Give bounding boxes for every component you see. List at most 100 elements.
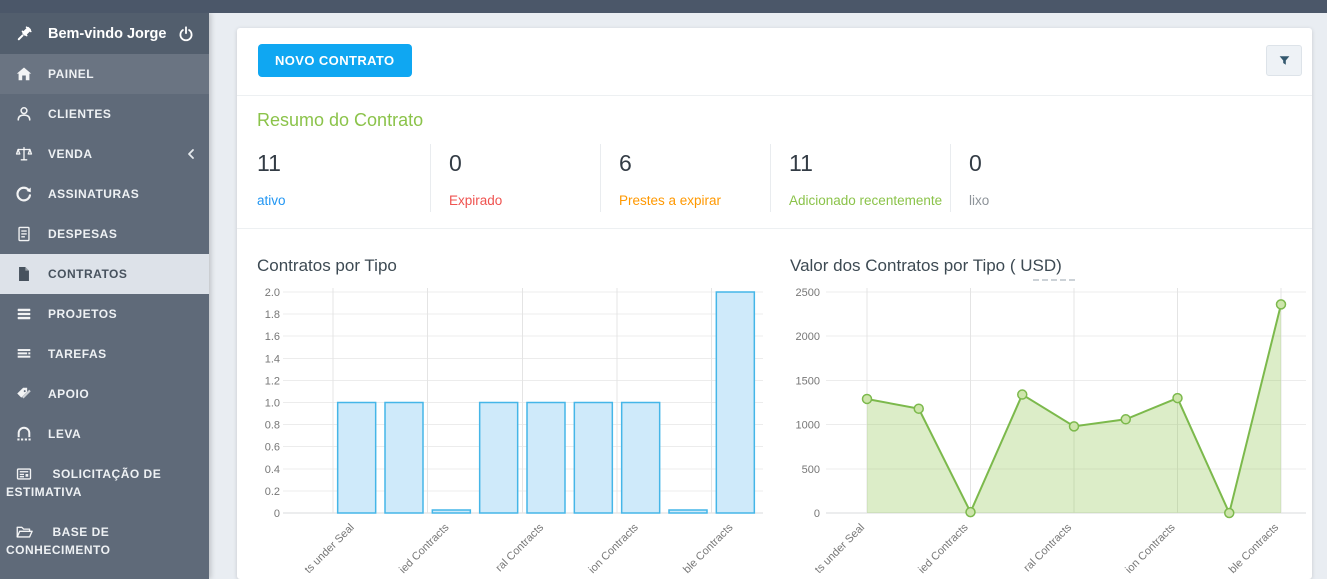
toolbar-divider (237, 95, 1312, 96)
svg-text:1000: 1000 (796, 420, 820, 432)
sidebar-item-label: PAINEL (48, 67, 95, 81)
sidebar-header: Bem-vindo Jorge (0, 13, 209, 54)
svg-text:ion Contracts: ion Contracts (586, 521, 641, 576)
contracts-by-type-chart: Contratos por Tipo 2.0 1.8 1.6 1.4 1.2 1.0 0.8… (257, 255, 777, 579)
svg-text:0: 0 (274, 508, 280, 520)
stat-value: 0 (969, 150, 982, 176)
tasks-list-icon (15, 345, 33, 363)
svg-text:0.4: 0.4 (265, 464, 280, 476)
svg-text:1.4: 1.4 (265, 353, 280, 365)
svg-text:ral Contracts: ral Contracts (1022, 521, 1075, 574)
svg-text:ied Contracts: ied Contracts (916, 521, 971, 576)
sidebar-item-painel[interactable]: PAINEL (0, 54, 209, 94)
filter-button[interactable] (1266, 45, 1302, 76)
welcome-text: Bem-vindo Jorge (48, 25, 167, 42)
funnel-icon (1278, 54, 1291, 67)
sidebar-item-base-de-conhecimento[interactable]: BASE DE CONHECIMENTO (0, 512, 209, 570)
sidebar-item-label: SOLICITAÇÃO DE ESTIMATIVA (6, 467, 162, 500)
stat-active: 11 ativo (237, 144, 430, 212)
svg-text:1.0: 1.0 (265, 398, 280, 410)
svg-text:ral Contracts: ral Contracts (494, 521, 547, 574)
sidebar-item-contratos[interactable]: CONTRATOS (0, 254, 209, 294)
svg-text:0.2: 0.2 (265, 486, 280, 498)
stat-value: 6 (619, 150, 632, 176)
stat-about-to-expire: 6 Prestes a expirar (600, 144, 770, 212)
sidebar-item-label: ASSINATURAS (48, 187, 140, 201)
svg-text:ts under Seal: ts under Seal (813, 522, 867, 576)
stat-label[interactable]: Prestes a expirar (619, 193, 722, 208)
projects-menu-icon (15, 305, 33, 323)
stat-recently-added: 11 Adicionado recentemente (770, 144, 950, 212)
bar-chart-svg: 2.0 1.8 1.6 1.4 1.2 1.0 0.8 0.6 0.4 0.2 0 ts under … (265, 287, 763, 576)
contract-file-icon (15, 265, 33, 283)
svg-text:ble Contracts: ble Contracts (1227, 521, 1282, 576)
svg-text:1.8: 1.8 (265, 309, 280, 321)
sidebar-item-label: TAREFAS (48, 347, 107, 361)
estimate-request-icon (15, 465, 33, 483)
gavel-icon (13, 23, 35, 45)
summary-title: Resumo do Contrato (257, 110, 424, 130)
sidebar-item-label: BASE DE CONHECIMENTO (6, 525, 111, 558)
sidebar-item-label: VENDA (48, 147, 93, 161)
stat-value: 11 (257, 150, 281, 176)
svg-text:1.2: 1.2 (265, 375, 280, 387)
sidebar-item-label: CONTRATOS (48, 267, 128, 281)
new-contract-button[interactable]: NOVO CONTRATO (258, 44, 412, 77)
sidebar-item-label: CLIENTES (48, 107, 112, 121)
sidebar-item-tarefas[interactable]: TAREFAS (0, 334, 209, 374)
sidebar-item-assinaturas[interactable]: ASSINATURAS (0, 174, 209, 214)
chart-title: Contratos por Tipo (257, 256, 397, 275)
stat-value: 11 (789, 150, 813, 176)
stats-divider (237, 228, 1312, 229)
scales-icon (15, 145, 33, 163)
svg-text:2.0: 2.0 (265, 287, 280, 299)
sidebar-item-label: PROJETOS (48, 307, 118, 321)
sidebar-item-solicitacao-de-estimativa[interactable]: SOLICITAÇÃO DE ESTIMATIVA (0, 454, 209, 512)
svg-text:0.8: 0.8 (265, 420, 280, 432)
sidebar-item-venda[interactable]: VENDA (0, 134, 209, 174)
stat-label[interactable]: Expirado (449, 193, 503, 208)
power-icon[interactable] (177, 25, 195, 43)
stat-trash: 0 lixo (950, 144, 1170, 212)
sidebar-item-label: DESPESAS (48, 227, 118, 241)
svg-text:1500: 1500 (796, 375, 820, 387)
chevron-left-icon (185, 148, 197, 160)
sidebar-item-projetos[interactable]: PROJETOS (0, 294, 209, 334)
expense-document-icon (15, 225, 33, 243)
stat-label[interactable]: Adicionado recentemente (789, 193, 943, 208)
home-icon (15, 65, 33, 83)
top-navbar (0, 0, 1327, 13)
clients-icon (15, 105, 33, 123)
stat-value: 0 (449, 150, 462, 176)
svg-text:ble Contracts: ble Contracts (681, 521, 736, 576)
leads-bridge-icon (15, 425, 33, 443)
main-card: NOVO CONTRATO Resumo do Contrato 11 ativ… (237, 28, 1312, 579)
support-tags-icon (15, 385, 33, 403)
sidebar-item-leva[interactable]: LEVA (0, 414, 209, 454)
contracts-value-by-type-chart: Valor dos Contratos por Tipo ( USD) 2500… (790, 255, 1310, 579)
sidebar-item-apoio[interactable]: APOIO (0, 374, 209, 414)
sidebar: Bem-vindo Jorge PAINEL CLIENTES (0, 13, 209, 579)
currency-dashed-underline (1033, 279, 1075, 281)
svg-text:ion Contracts: ion Contracts (1123, 521, 1178, 576)
sidebar-item-label: LEVA (48, 427, 82, 441)
line-chart-svg: 2500 2000 1500 1000 500 0 ts under Seal ied Con… (796, 287, 1306, 576)
svg-text:0: 0 (814, 508, 820, 520)
chart-title: Valor dos Contratos por Tipo ( USD) (790, 256, 1062, 275)
refresh-icon (15, 185, 33, 203)
stat-label[interactable]: lixo (969, 193, 990, 208)
sidebar-item-clientes[interactable]: CLIENTES (0, 94, 209, 134)
stat-label[interactable]: ativo (257, 193, 286, 208)
stat-expired: 0 Expirado (430, 144, 600, 212)
svg-text:ts under Seal: ts under Seal (302, 522, 356, 576)
sidebar-item-label: APOIO (48, 387, 90, 401)
knowledge-base-folder-icon (15, 523, 33, 541)
svg-text:ied Contracts: ied Contracts (397, 521, 452, 576)
svg-text:2500: 2500 (796, 287, 820, 299)
svg-text:0.6: 0.6 (265, 442, 280, 454)
svg-text:2000: 2000 (796, 331, 820, 343)
svg-text:500: 500 (802, 464, 820, 476)
sidebar-item-despesas[interactable]: DESPESAS (0, 214, 209, 254)
contract-summary-stats: 11 ativo 0 Expirado 6 Prestes a expirar … (237, 144, 1312, 212)
